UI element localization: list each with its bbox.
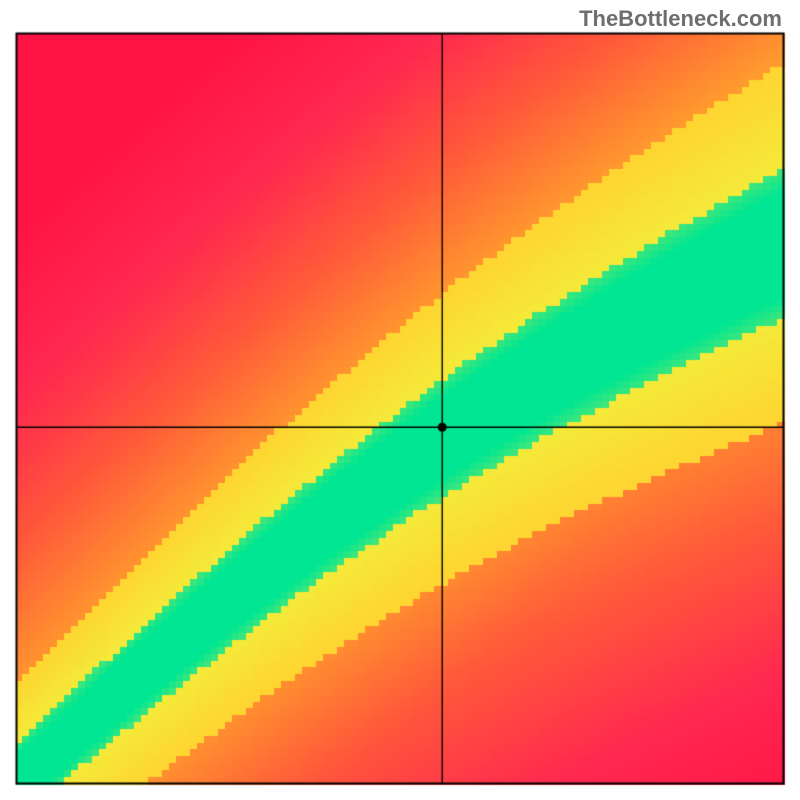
watermark-text: TheBottleneck.com [579, 6, 782, 32]
chart-container: TheBottleneck.com [0, 0, 800, 800]
bottleneck-heatmap [0, 0, 800, 800]
